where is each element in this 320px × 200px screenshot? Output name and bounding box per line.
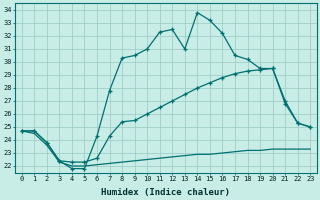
- X-axis label: Humidex (Indice chaleur): Humidex (Indice chaleur): [101, 188, 230, 197]
